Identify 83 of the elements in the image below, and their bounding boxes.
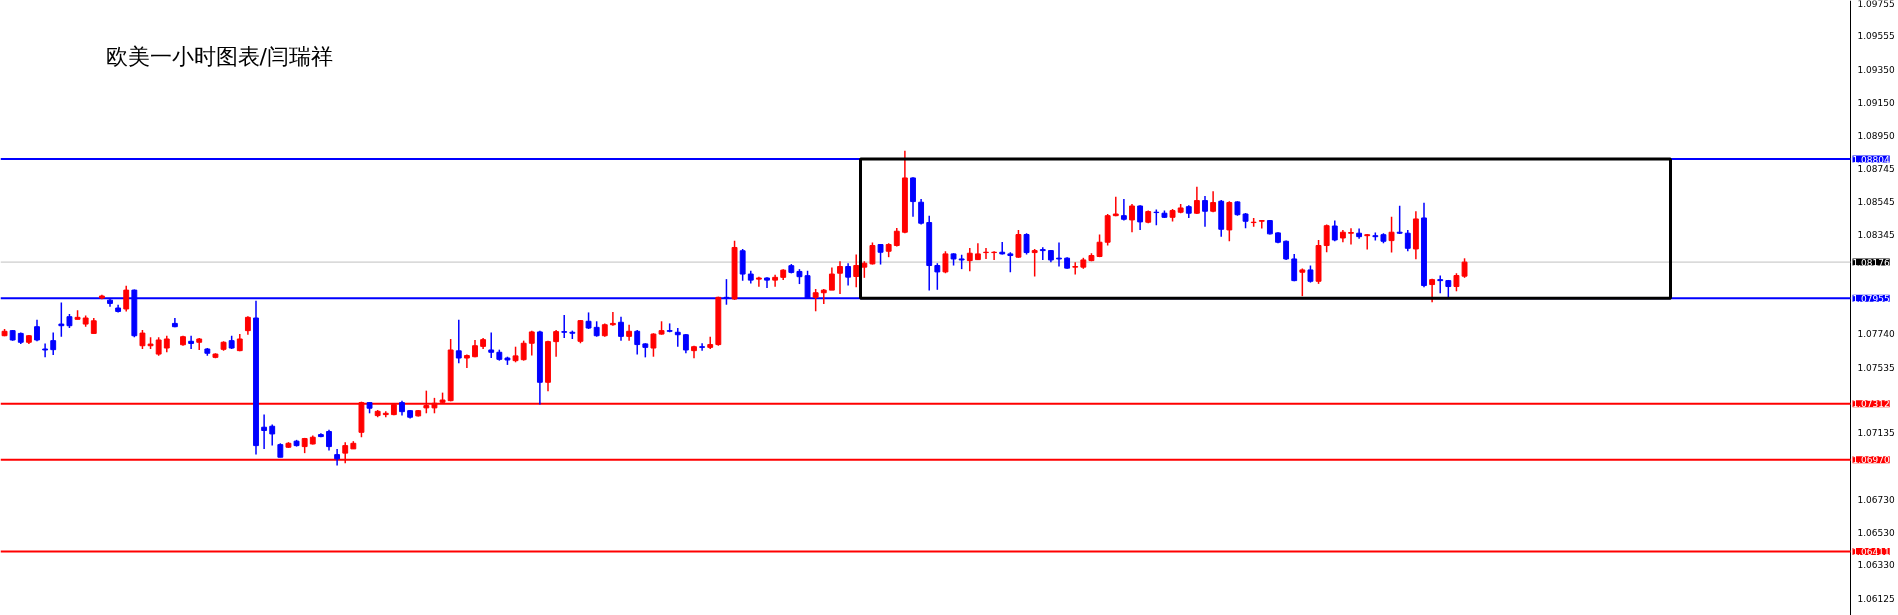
candlestick bbox=[261, 413, 268, 450]
candlestick bbox=[1039, 246, 1046, 261]
candlestick bbox=[553, 329, 560, 358]
y-tick-label: 1.06530 bbox=[1857, 527, 1895, 538]
ref-line-label: 1.07312 bbox=[1852, 399, 1890, 410]
candlestick bbox=[1120, 198, 1127, 222]
candlestick bbox=[1023, 232, 1030, 256]
candlestick bbox=[755, 275, 762, 288]
ref-line-label: 1.07955 bbox=[1852, 293, 1890, 304]
candlestick bbox=[999, 241, 1006, 256]
ref-line-label: 1.08804 bbox=[1852, 154, 1890, 165]
candlestick bbox=[682, 333, 689, 355]
y-tick-label: 1.06125 bbox=[1857, 593, 1895, 604]
y-tick-label: 1.06730 bbox=[1857, 494, 1895, 505]
candlestick bbox=[853, 253, 860, 288]
candlestick bbox=[1031, 248, 1038, 278]
candlestick bbox=[828, 266, 835, 291]
candlestick bbox=[1388, 215, 1395, 254]
candlestick bbox=[455, 318, 462, 365]
candlestick bbox=[1056, 241, 1062, 268]
candlestick bbox=[837, 260, 843, 295]
y-tick-label: 1.08950 bbox=[1857, 130, 1895, 141]
candlestick bbox=[528, 329, 535, 357]
candlestick bbox=[1137, 204, 1144, 231]
candlestick bbox=[634, 329, 641, 356]
candlestick bbox=[618, 315, 624, 342]
candlestick bbox=[50, 331, 57, 356]
candlestick bbox=[1072, 261, 1079, 276]
y-tick-label: 1.09350 bbox=[1857, 65, 1895, 76]
candlestick bbox=[1258, 219, 1265, 230]
y-tick-label: 1.08545 bbox=[1857, 197, 1895, 208]
candlestick bbox=[326, 429, 332, 452]
candlestick bbox=[1193, 185, 1200, 215]
y-tick-label: 1.06330 bbox=[1857, 560, 1895, 571]
y-tick-label: 1.07135 bbox=[1857, 428, 1895, 439]
candlestick bbox=[869, 241, 876, 266]
text: 欧美一小时图表/闫瑞祥 bbox=[105, 43, 333, 69]
y-tick-label: 1.07740 bbox=[1857, 329, 1895, 340]
candlestick bbox=[893, 227, 900, 248]
y-tick-label: 1.09150 bbox=[1857, 97, 1895, 108]
candlestick bbox=[1129, 203, 1135, 233]
candlestick bbox=[845, 262, 852, 287]
ref-line-label: 1.06970 bbox=[1852, 455, 1890, 466]
candlestick bbox=[918, 198, 925, 226]
candlestick bbox=[966, 247, 973, 273]
candlestick bbox=[123, 284, 130, 313]
candlestick bbox=[812, 288, 819, 313]
candlestick bbox=[155, 336, 162, 357]
candlestick bbox=[1396, 204, 1403, 235]
candlestick bbox=[1299, 267, 1306, 297]
candlestick bbox=[1348, 227, 1354, 246]
candlestick bbox=[910, 176, 916, 218]
candlestick bbox=[674, 327, 681, 348]
y-tick-label: 1.09555 bbox=[1857, 31, 1895, 42]
y-tick-label: 1.08345 bbox=[1857, 229, 1895, 240]
candlestick bbox=[1291, 253, 1298, 283]
y-tick-label: 1.09755 bbox=[1857, 0, 1895, 9]
candlestick bbox=[1437, 274, 1444, 294]
candlestick bbox=[1404, 229, 1411, 253]
candlestick bbox=[1323, 223, 1330, 253]
candlestick bbox=[520, 339, 527, 362]
candlestick bbox=[609, 311, 616, 327]
candlestick bbox=[42, 342, 49, 359]
candlestick bbox=[269, 423, 276, 447]
candlestick bbox=[1364, 233, 1371, 251]
candlestick bbox=[463, 353, 470, 369]
candlestick bbox=[561, 314, 568, 339]
candlestick bbox=[699, 342, 706, 352]
candlestick bbox=[934, 262, 941, 291]
candlestick bbox=[1015, 229, 1022, 259]
candlestick bbox=[188, 334, 195, 350]
candlestick bbox=[650, 332, 657, 358]
candlestick bbox=[1202, 195, 1208, 228]
ref-line-label: 1.08176 bbox=[1852, 257, 1890, 268]
y-tick-label: 1.07535 bbox=[1857, 362, 1895, 373]
y-tick-label: 1.08745 bbox=[1857, 164, 1895, 175]
candlestick bbox=[739, 248, 746, 282]
candlestick bbox=[488, 331, 495, 359]
candlestick bbox=[58, 301, 65, 338]
ref-line-label: 1.06411 bbox=[1852, 547, 1890, 558]
candlestick bbox=[244, 315, 251, 336]
candlestick bbox=[1007, 251, 1014, 273]
candlestick bbox=[820, 288, 827, 305]
